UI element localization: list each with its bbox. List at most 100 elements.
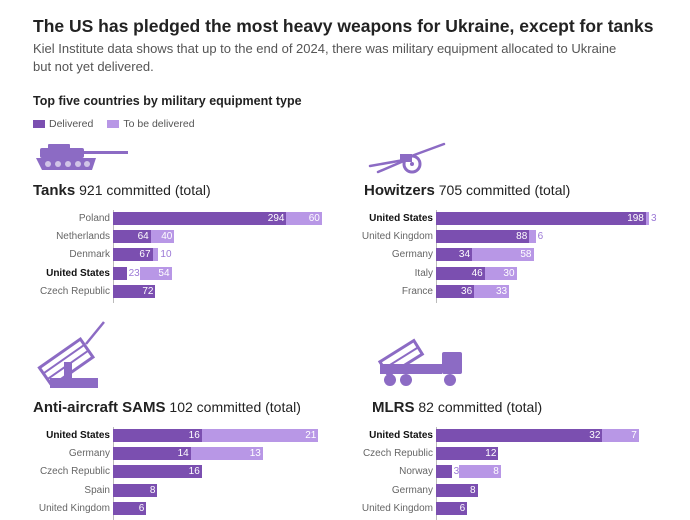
bar-delivered: 16 (113, 465, 202, 479)
bar-value-label: 67 (139, 249, 151, 261)
bar-category-label: United States (46, 267, 110, 279)
bar-delivered: 6 (436, 501, 468, 515)
bar-value-label: 21 (305, 430, 317, 441)
bar-row: United Kingdom 88 6 (361, 230, 543, 244)
bar-category-label: Germany (391, 249, 433, 261)
bar-value-label: 16 (188, 430, 200, 441)
bar-category-label: United Kingdom (361, 231, 433, 243)
bar-stack: 14 13 (113, 447, 263, 461)
bar-delivered: 72 (113, 284, 156, 298)
bar-row: Netherlands 64 40 (33, 230, 175, 244)
bar-category-label: Germany (391, 484, 433, 496)
bar-row: United Kingdom 6 (33, 501, 147, 515)
tanks-name: Tanks (33, 182, 76, 199)
bar-to-be-delivered (152, 248, 159, 262)
legend: Delivered To be delivered (33, 118, 209, 130)
bar-value-label: 33 (496, 285, 508, 297)
bar-row: United Kingdom 6 (361, 501, 468, 515)
bar-row: Italy 46 30 (364, 266, 517, 280)
bar-value-label: 58 (520, 249, 532, 261)
bar-value-label: 8 (470, 484, 476, 496)
bar-category-label: Poland (78, 213, 110, 224)
bar-delivered: 14 (113, 447, 191, 461)
bar-to-be-delivered: 33 (474, 284, 510, 298)
bar-to-be-delivered: 21 (201, 429, 319, 442)
bar-value-label: 34 (458, 249, 471, 261)
bar-value-label: 3 (453, 466, 460, 478)
tank-icon (36, 144, 128, 170)
bar-value-label: 88 (516, 231, 528, 243)
bar-category-label: United States (369, 213, 433, 224)
bar-to-be-delivered: 7 (602, 429, 639, 442)
bar-delivered: 8 (113, 483, 158, 497)
legend-swatch-delivered (33, 120, 45, 128)
bar-value-label: 7 (631, 430, 637, 441)
bar-value-label: 40 (161, 231, 173, 243)
bar-category-label: Netherlands (56, 231, 110, 243)
tanks-panel-title: Tanks 921 committed (total) (33, 182, 211, 199)
bar-stack: 12 (436, 447, 499, 461)
bar-delivered (113, 266, 127, 280)
bar-to-be-delivered (645, 212, 650, 225)
bar-row: Germany 34 58 (364, 248, 534, 262)
bar-value-label: 36 (461, 285, 473, 297)
bar-row: Germany 14 13 (33, 447, 263, 461)
bar-stack: 8 (113, 483, 158, 497)
bar-category-label: Germany (68, 448, 110, 460)
bar-value-label: 72 (142, 285, 154, 297)
bar-delivered (436, 465, 452, 479)
missile-launcher-icon (37, 321, 105, 388)
mlrs-panel-title: MLRS 82 committed (total) (372, 399, 542, 416)
bar-category-label: Czech Republic (39, 285, 110, 297)
bar-delivered: 67 (113, 248, 153, 262)
howitzers-name: Howitzers (364, 182, 435, 199)
bar-to-be-delivered: 30 (484, 266, 517, 280)
bar-category-label: France (401, 285, 433, 297)
bar-value-label: 294 (267, 213, 285, 224)
tanks-committed: 921 committed (total) (79, 182, 211, 198)
mlrs-committed: 82 committed (total) (418, 399, 543, 415)
bar-value-label: 60 (308, 213, 320, 224)
bar-value-label: 16 (188, 466, 200, 478)
chart-subtitle: Kiel Institute data shows that up to the… (33, 41, 617, 74)
legend-label-to-be-delivered: To be delivered (123, 118, 195, 130)
howitzers-panel-title: Howitzers 705 committed (total) (364, 182, 570, 199)
bar-category-label: Spain (84, 484, 110, 496)
bar-delivered: 6 (113, 501, 147, 515)
bar-row: Czech Republic 72 (33, 284, 156, 298)
bar-category-label: United Kingdom (361, 502, 433, 514)
legend-label-delivered: Delivered (49, 118, 94, 130)
bar-row: Spain 8 (33, 483, 158, 497)
bar-stack: 294 60 (113, 212, 322, 225)
bar-category-label: Czech Republic (39, 466, 110, 478)
bar-value-label: 6 (537, 231, 544, 243)
bar-row: Poland 294 60 (33, 212, 322, 225)
bar-delivered: 8 (436, 483, 478, 497)
bar-row: France 36 33 (364, 284, 510, 298)
bar-category-label: Italy (414, 267, 433, 279)
chart-title: The US has pledged the most heavy weapon… (33, 16, 654, 36)
bar-category-label: Denmark (69, 249, 110, 261)
sams-panel-title: Anti-aircraft SAMS 102 committed (total) (33, 399, 301, 416)
mlrs-name: MLRS (372, 399, 415, 416)
bar-to-be-delivered: 58 (472, 248, 534, 262)
bar-value-label: 32 (589, 430, 601, 441)
bar-row: United States 198 3 (364, 212, 657, 225)
bar-delivered: 294 (113, 212, 287, 225)
bar-delivered: 64 (113, 230, 151, 244)
bar-value-label: 64 (137, 231, 149, 243)
bar-delivered: 46 (436, 266, 485, 280)
bar-to-be-delivered: 13 (190, 447, 263, 461)
bar-stack: 16 21 (113, 429, 319, 442)
bar-value-label: 14 (177, 448, 189, 460)
bar-delivered: 198 (436, 212, 646, 225)
bar-to-be-delivered: 8 (459, 465, 501, 479)
bar-stack: 64 40 (113, 230, 175, 244)
bar-delivered: 36 (436, 284, 475, 298)
bar-row: United States 23 54 (33, 266, 172, 280)
legend-item-to-be-delivered: To be delivered (107, 118, 195, 130)
legend-swatch-to-be-delivered (107, 120, 120, 128)
bar-row: Norway 3 8 (364, 465, 501, 479)
bar-stack: 198 3 (436, 212, 657, 225)
